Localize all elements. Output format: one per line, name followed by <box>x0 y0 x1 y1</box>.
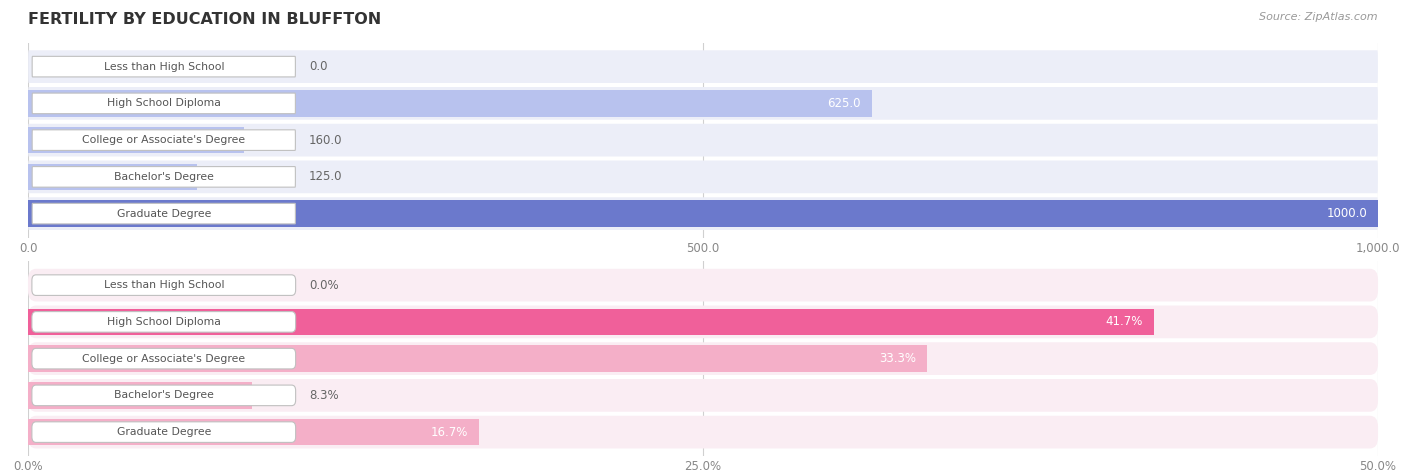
FancyBboxPatch shape <box>32 167 295 187</box>
Text: 0.0%: 0.0% <box>309 279 339 292</box>
FancyBboxPatch shape <box>32 93 295 114</box>
Bar <box>28 164 197 190</box>
FancyBboxPatch shape <box>28 416 1378 448</box>
Text: 160.0: 160.0 <box>309 133 343 147</box>
FancyBboxPatch shape <box>32 312 295 332</box>
Bar <box>28 200 1378 227</box>
FancyBboxPatch shape <box>28 161 1378 193</box>
Text: 125.0: 125.0 <box>309 171 343 183</box>
FancyBboxPatch shape <box>28 50 1378 83</box>
Bar <box>28 382 252 408</box>
FancyBboxPatch shape <box>28 342 1378 375</box>
FancyBboxPatch shape <box>28 124 1378 156</box>
Text: 41.7%: 41.7% <box>1105 315 1143 328</box>
Bar <box>28 309 1154 335</box>
Bar <box>28 345 927 372</box>
FancyBboxPatch shape <box>32 203 295 224</box>
FancyBboxPatch shape <box>32 348 295 369</box>
Text: Graduate Degree: Graduate Degree <box>117 427 211 437</box>
Text: College or Associate's Degree: College or Associate's Degree <box>82 353 245 364</box>
Text: College or Associate's Degree: College or Associate's Degree <box>82 135 245 145</box>
Text: 33.3%: 33.3% <box>879 352 917 365</box>
Text: Less than High School: Less than High School <box>104 280 224 290</box>
FancyBboxPatch shape <box>28 197 1378 230</box>
Text: 8.3%: 8.3% <box>309 389 339 402</box>
Text: Less than High School: Less than High School <box>104 62 224 72</box>
FancyBboxPatch shape <box>32 385 295 406</box>
Text: Bachelor's Degree: Bachelor's Degree <box>114 390 214 400</box>
Text: 625.0: 625.0 <box>827 97 860 110</box>
FancyBboxPatch shape <box>32 422 295 442</box>
Text: FERTILITY BY EDUCATION IN BLUFFTON: FERTILITY BY EDUCATION IN BLUFFTON <box>28 12 381 27</box>
FancyBboxPatch shape <box>28 87 1378 120</box>
Text: 16.7%: 16.7% <box>430 426 468 438</box>
Bar <box>28 419 479 446</box>
Text: 0.0: 0.0 <box>309 60 328 73</box>
Bar <box>28 90 872 116</box>
FancyBboxPatch shape <box>32 275 295 295</box>
Text: Graduate Degree: Graduate Degree <box>117 209 211 218</box>
Text: High School Diploma: High School Diploma <box>107 98 221 108</box>
Text: 1000.0: 1000.0 <box>1326 207 1367 220</box>
Text: Bachelor's Degree: Bachelor's Degree <box>114 172 214 182</box>
FancyBboxPatch shape <box>28 305 1378 338</box>
FancyBboxPatch shape <box>32 57 295 77</box>
Text: Source: ZipAtlas.com: Source: ZipAtlas.com <box>1260 12 1378 22</box>
FancyBboxPatch shape <box>32 130 295 151</box>
Bar <box>28 127 245 153</box>
Text: High School Diploma: High School Diploma <box>107 317 221 327</box>
FancyBboxPatch shape <box>28 269 1378 302</box>
FancyBboxPatch shape <box>28 379 1378 412</box>
